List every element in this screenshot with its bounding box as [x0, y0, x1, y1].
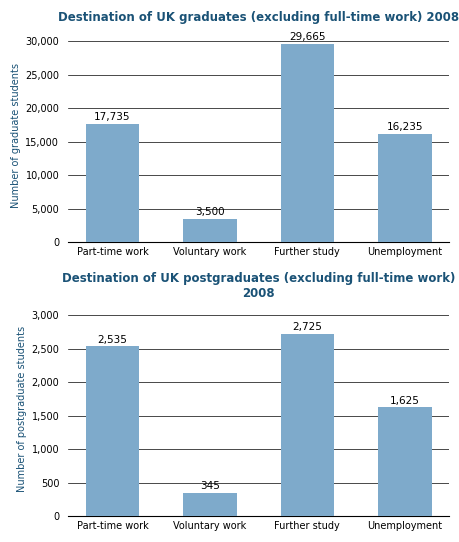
Title: Destination of UK graduates (excluding full-time work) 2008: Destination of UK graduates (excluding f…	[58, 11, 458, 24]
Text: 3,500: 3,500	[195, 207, 224, 217]
Text: 345: 345	[200, 481, 219, 491]
Bar	[377, 133, 431, 242]
Y-axis label: Number of postgraduate students: Number of postgraduate students	[17, 326, 27, 492]
Text: 1,625: 1,625	[389, 396, 419, 405]
Bar	[183, 219, 236, 242]
Bar	[183, 493, 236, 516]
Bar	[85, 124, 139, 242]
Text: 29,665: 29,665	[288, 32, 325, 42]
Text: 2,725: 2,725	[292, 322, 322, 332]
Bar	[280, 44, 333, 242]
Text: 16,235: 16,235	[386, 122, 422, 132]
Title: Destination of UK postgraduates (excluding full-time work) 2008: Destination of UK postgraduates (excludi…	[62, 272, 454, 300]
Bar	[85, 346, 139, 516]
Y-axis label: Number of graduate students: Number of graduate students	[11, 63, 21, 208]
Text: 17,735: 17,735	[94, 112, 130, 122]
Bar	[377, 407, 431, 516]
Bar	[280, 334, 333, 516]
Text: 2,535: 2,535	[97, 334, 127, 345]
